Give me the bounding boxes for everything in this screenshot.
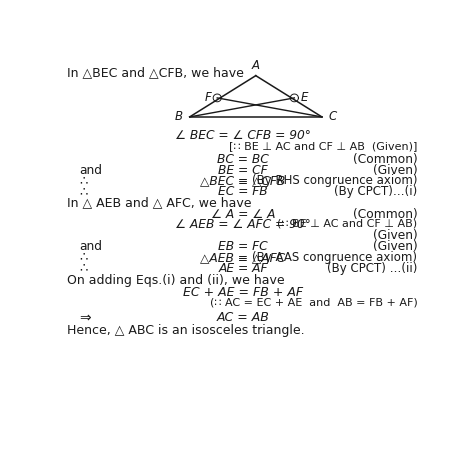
Text: (By CPCT) …(ii): (By CPCT) …(ii)	[327, 261, 418, 274]
Text: EC = FB: EC = FB	[218, 185, 268, 198]
Text: On adding Eqs.(i) and (ii), we have: On adding Eqs.(i) and (ii), we have	[66, 274, 284, 287]
Text: (∷ AC = EC + AE  and  AB = FB + AF): (∷ AC = EC + AE and AB = FB + AF)	[210, 297, 418, 307]
Text: (Given): (Given)	[373, 164, 418, 177]
Text: EC + AE = FB + AF: EC + AE = FB + AF	[183, 286, 303, 299]
Text: ∠ A = ∠ A: ∠ A = ∠ A	[210, 208, 275, 221]
Text: AE = AF: AE = AF	[218, 261, 268, 274]
Text: BE = CF: BE = CF	[218, 164, 268, 177]
Text: (Given): (Given)	[373, 240, 418, 253]
Text: AC = AB: AC = AB	[217, 311, 269, 324]
Text: [∷ BE ⊥ AC and CF ⊥ AB  (Given)]: [∷ BE ⊥ AC and CF ⊥ AB (Given)]	[229, 141, 418, 151]
Text: and: and	[80, 164, 102, 177]
Text: In △BEC and △CFB, we have: In △BEC and △CFB, we have	[66, 67, 244, 80]
Text: EB = FC: EB = FC	[218, 240, 268, 253]
Text: A: A	[252, 59, 260, 72]
Text: △AEB ≡ △AFC: △AEB ≡ △AFC	[201, 251, 285, 264]
Text: E: E	[300, 91, 308, 103]
Text: ∴: ∴	[80, 185, 88, 198]
Text: In △ AEB and △ AFC, we have: In △ AEB and △ AFC, we have	[66, 196, 251, 209]
Text: (∷ BE ⊥ AC and CF ⊥ AB): (∷ BE ⊥ AC and CF ⊥ AB)	[277, 219, 418, 228]
Text: and: and	[80, 240, 102, 253]
Text: Hence, △ ABC is an isosceles triangle.: Hence, △ ABC is an isosceles triangle.	[66, 324, 304, 337]
Text: F: F	[205, 91, 211, 103]
Text: ∴: ∴	[80, 251, 88, 264]
Text: (By AAS congruence axiom): (By AAS congruence axiom)	[253, 251, 418, 264]
Text: C: C	[328, 110, 337, 123]
Text: BC = BC: BC = BC	[217, 153, 269, 166]
Text: △BEC ≡ △CFB: △BEC ≡ △CFB	[201, 174, 285, 187]
Text: (Given): (Given)	[373, 229, 418, 242]
Text: ⇒: ⇒	[80, 311, 91, 325]
Text: B: B	[175, 110, 183, 123]
Text: (Common): (Common)	[353, 153, 418, 166]
Text: ∠ BEC = ∠ CFB = 90°: ∠ BEC = ∠ CFB = 90°	[175, 130, 311, 143]
Text: ∠ AEB = ∠ AFC = 90°: ∠ AEB = ∠ AFC = 90°	[175, 219, 311, 232]
Text: (By CPCT)…(i): (By CPCT)…(i)	[334, 185, 418, 198]
Text: ∴: ∴	[80, 174, 88, 187]
Text: (By RHS congruence axiom): (By RHS congruence axiom)	[252, 174, 418, 187]
Text: ∴: ∴	[80, 261, 88, 274]
Text: (Common): (Common)	[353, 208, 418, 221]
